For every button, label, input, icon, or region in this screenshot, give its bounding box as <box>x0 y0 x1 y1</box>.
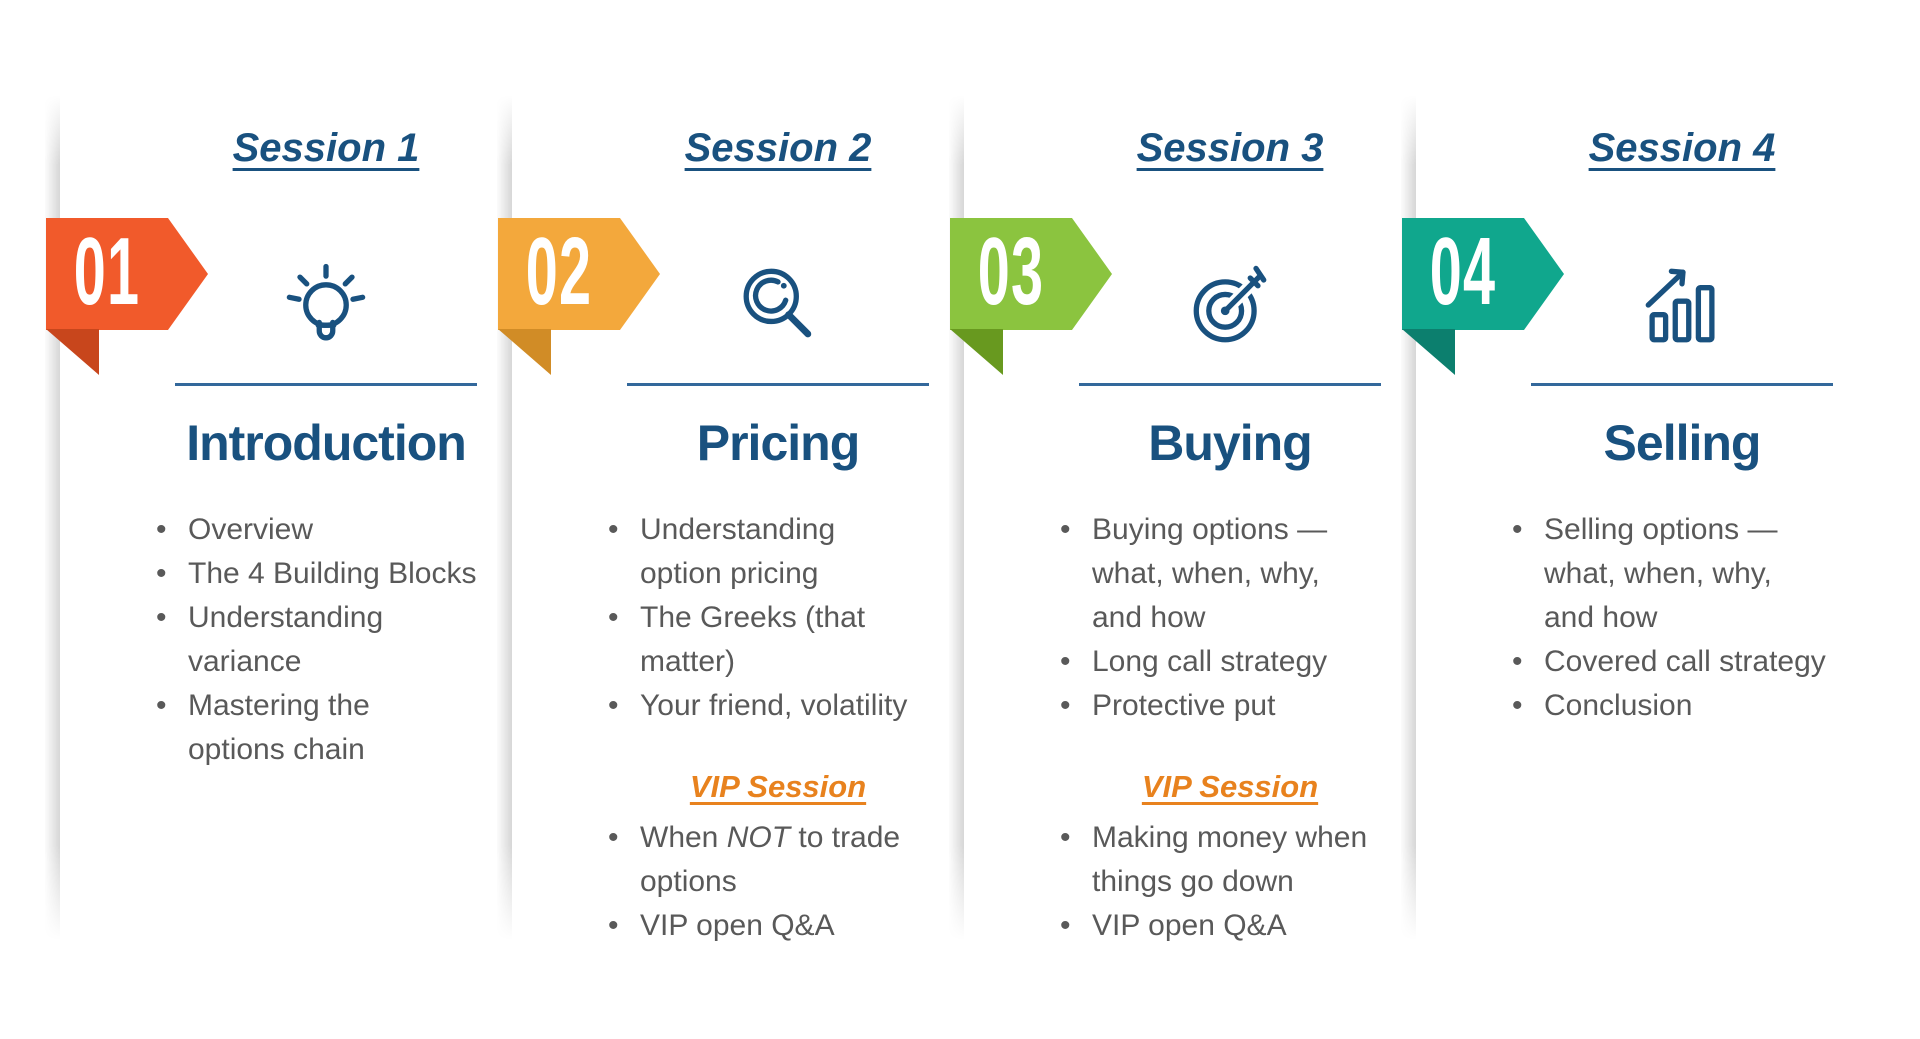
session-column: Session 3 03 Buying Buying options — wha… <box>949 0 1456 1039</box>
session-number: 04 <box>1429 218 1497 326</box>
topic-item: Protective put <box>1052 684 1426 728</box>
topic-item: Making money when things go down <box>1052 816 1426 904</box>
session-number: 03 <box>977 218 1045 326</box>
session-number: 02 <box>525 218 593 326</box>
session-number-badge: 03 <box>950 218 1112 330</box>
topic-list: Buying options — what, when, why, and ho… <box>1052 508 1426 728</box>
divider-line <box>175 383 477 386</box>
lightbulb-icon <box>270 250 382 362</box>
divider-line <box>627 383 929 386</box>
session-header: Session 1 <box>232 126 420 170</box>
session-number-badge: 01 <box>46 218 208 330</box>
topic-item: Covered call strategy <box>1504 640 1878 684</box>
vip-session-header: VIP Session <box>1141 769 1319 804</box>
topic-item: Conclusion <box>1504 684 1878 728</box>
session-title: Pricing <box>696 415 860 471</box>
topic-item: Selling options — what, when, why, and h… <box>1504 508 1878 640</box>
topic-item: Your friend, volatility <box>600 684 974 728</box>
topic-item: Overview <box>148 508 522 552</box>
session-number-badge: 04 <box>1402 218 1564 330</box>
topic-item: Understanding variance <box>148 596 522 684</box>
topic-item: VIP open Q&A <box>600 904 974 948</box>
topic-item: When NOT to trade options <box>600 816 974 904</box>
divider-line <box>1079 383 1381 386</box>
vip-topic-list: When NOT to trade optionsVIP open Q&A <box>600 816 974 948</box>
session-header: Session 3 <box>1136 126 1324 170</box>
divider-line <box>1531 383 1833 386</box>
topic-item: The 4 Building Blocks <box>148 552 522 596</box>
topic-item: The Greeks (that matter) <box>600 596 974 684</box>
vip-session-header: VIP Session <box>689 769 867 804</box>
topic-item: VIP open Q&A <box>1052 904 1426 948</box>
session-header: Session 2 <box>684 126 872 170</box>
session-number-badge: 02 <box>498 218 660 330</box>
session-title: Buying <box>1148 415 1312 471</box>
session-number: 01 <box>73 218 141 326</box>
topic-item: Long call strategy <box>1052 640 1426 684</box>
bar-chart-icon <box>1626 250 1738 362</box>
topic-list: Selling options — what, when, why, and h… <box>1504 508 1878 728</box>
topic-list: Understanding option pricingThe Greeks (… <box>600 508 974 728</box>
magnifier-icon <box>722 250 834 362</box>
session-title: Introduction <box>186 415 467 471</box>
topic-item: Understanding option pricing <box>600 508 974 596</box>
topic-item: Mastering the options chain <box>148 684 522 772</box>
session-column: Session 2 02 Pricing Understanding optio… <box>497 0 1004 1039</box>
session-title: Selling <box>1603 415 1762 471</box>
session-column: Session 4 04 Selling Selling options — w… <box>1401 0 1908 1039</box>
topic-item: Buying options — what, when, why, and ho… <box>1052 508 1426 640</box>
topic-list: OverviewThe 4 Building BlocksUnderstandi… <box>148 508 522 772</box>
session-header: Session 4 <box>1588 126 1776 170</box>
vip-topic-list: Making money when things go downVIP open… <box>1052 816 1426 948</box>
session-column: Session 1 01 Introduction OverviewThe 4 … <box>45 0 552 1039</box>
target-icon <box>1174 250 1286 362</box>
